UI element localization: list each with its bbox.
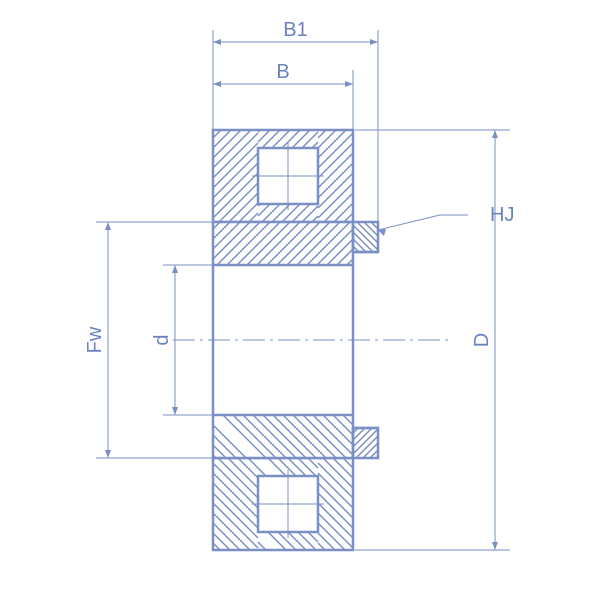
svg-text:B: B <box>276 61 289 83</box>
bearing-cross-section: B1 B HJ Dd Fw <box>0 0 600 600</box>
svg-text:d: d <box>151 334 173 345</box>
svg-text:HJ: HJ <box>490 204 514 226</box>
svg-text:Fw: Fw <box>84 326 106 353</box>
svg-text:B1: B1 <box>283 19 307 41</box>
svg-text:D: D <box>471 333 493 347</box>
